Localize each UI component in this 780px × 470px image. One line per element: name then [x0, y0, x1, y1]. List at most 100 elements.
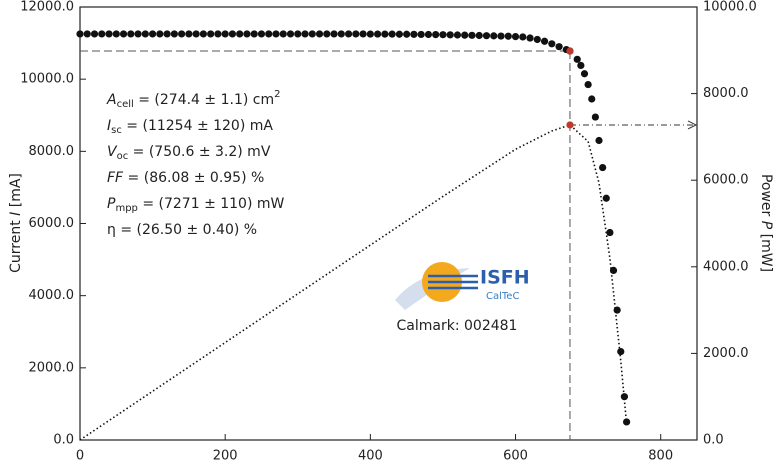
iv-point	[112, 30, 120, 38]
iv-point	[424, 30, 433, 39]
iv-point	[286, 30, 295, 38]
x-tick-label: 200	[213, 449, 238, 464]
iv-point	[134, 30, 142, 38]
iv-point	[602, 194, 610, 202]
iv-point	[185, 30, 193, 38]
iv-point	[620, 393, 629, 401]
iv-point	[236, 30, 244, 38]
iv-point	[141, 30, 149, 38]
iv-point	[76, 30, 84, 38]
iv-point	[381, 30, 389, 38]
y2-tick-label: 2000.0	[703, 346, 749, 361]
annotation: Isc = (11254 ± 120) mA	[107, 118, 273, 136]
iv-point	[156, 30, 164, 38]
iv-point	[98, 30, 106, 38]
iv-point	[344, 30, 353, 38]
iv-point	[403, 30, 411, 38]
iv-point	[228, 30, 237, 38]
iv-point	[359, 30, 367, 38]
annotation: Voc = (750.6 ± 3.2) mV	[107, 144, 271, 162]
y-tick-label: 8000.0	[29, 144, 75, 159]
iv-point	[323, 30, 331, 38]
iv-point	[595, 136, 603, 145]
logo: ISFH CalTeC	[395, 262, 530, 310]
annotation: FF = (86.08 ± 0.95) %	[107, 170, 264, 186]
annotation: η = (26.50 ± 0.40) %	[107, 222, 257, 238]
iv-point	[617, 347, 625, 356]
iv-point	[432, 31, 440, 39]
iv-point	[163, 30, 171, 38]
iv-point	[199, 30, 207, 38]
iv-point	[410, 30, 418, 38]
iv-point	[588, 95, 596, 103]
iv-point	[622, 418, 631, 426]
iv-point	[337, 30, 345, 38]
iv-point	[475, 31, 483, 40]
y-tick-label: 0.0	[53, 433, 74, 448]
iv-point	[127, 30, 135, 38]
iv-point	[584, 80, 592, 89]
iv-point	[374, 30, 382, 38]
iv-point	[170, 30, 178, 38]
y-tick-label: 6000.0	[29, 216, 75, 231]
iv-point	[577, 61, 585, 70]
iv-point	[540, 37, 549, 45]
iv-point	[83, 30, 91, 38]
annotation: Pmpp = (7271 ± 110) mW	[107, 196, 285, 214]
y-tick-label: 10000.0	[20, 72, 74, 87]
iv-point	[308, 30, 316, 38]
x-tick-label: 600	[503, 449, 528, 464]
iv-point	[591, 113, 599, 121]
mpp-power-arrow	[687, 120, 698, 130]
y2-axis-label: Power P [mW]	[758, 174, 774, 272]
iv-point	[243, 30, 251, 38]
y2-tick-label: 6000.0	[703, 173, 749, 188]
iv-point	[366, 30, 374, 38]
y2-tick-label: 4000.0	[703, 259, 749, 274]
iv-point	[599, 163, 607, 172]
logo-name: ISFH	[480, 267, 530, 289]
calmark: Calmark: 002481	[397, 318, 518, 334]
iv-point	[265, 30, 273, 38]
iv-point	[497, 32, 505, 40]
iv-point	[490, 32, 498, 40]
iv-point	[548, 40, 556, 48]
iv-point	[148, 30, 157, 38]
iv-point	[330, 30, 338, 38]
iv-point	[526, 34, 534, 42]
iv-point	[301, 30, 309, 38]
y2-tick-label: 8000.0	[703, 86, 749, 101]
annotations: Acell = (274.4 ± 1.1) cm2 Isc = (11254 ±…	[106, 89, 285, 238]
iv-point	[446, 31, 454, 39]
iv-point	[573, 55, 581, 63]
iv-point	[519, 33, 527, 41]
y2-tick-label: 0.0	[703, 433, 724, 448]
iv-point	[417, 30, 425, 39]
iv-point	[453, 31, 462, 39]
annotation: Acell = (274.4 ± 1.1) cm2	[106, 89, 281, 110]
iv-point	[207, 30, 215, 38]
iv-point	[105, 30, 113, 38]
iv-point	[461, 31, 469, 39]
iv-point	[511, 32, 520, 41]
iv-point	[192, 30, 200, 38]
iv-point	[606, 228, 614, 237]
iv-point	[468, 31, 476, 39]
iv-point	[178, 30, 186, 38]
iv-point	[388, 30, 396, 38]
iv-point	[214, 30, 222, 38]
logo-sub: CalTeC	[486, 291, 519, 302]
iv-point	[90, 30, 99, 38]
iv-point	[250, 30, 258, 38]
iv-point	[352, 30, 360, 38]
iv-point	[315, 30, 324, 38]
iv-point	[272, 30, 280, 38]
mpp-current-point	[566, 47, 574, 55]
iv-point	[533, 35, 541, 44]
iv-point	[395, 30, 403, 38]
iv-point	[294, 30, 302, 38]
x-tick-label: 0	[76, 449, 84, 464]
iv-point	[439, 31, 447, 39]
iv-point	[257, 30, 266, 38]
